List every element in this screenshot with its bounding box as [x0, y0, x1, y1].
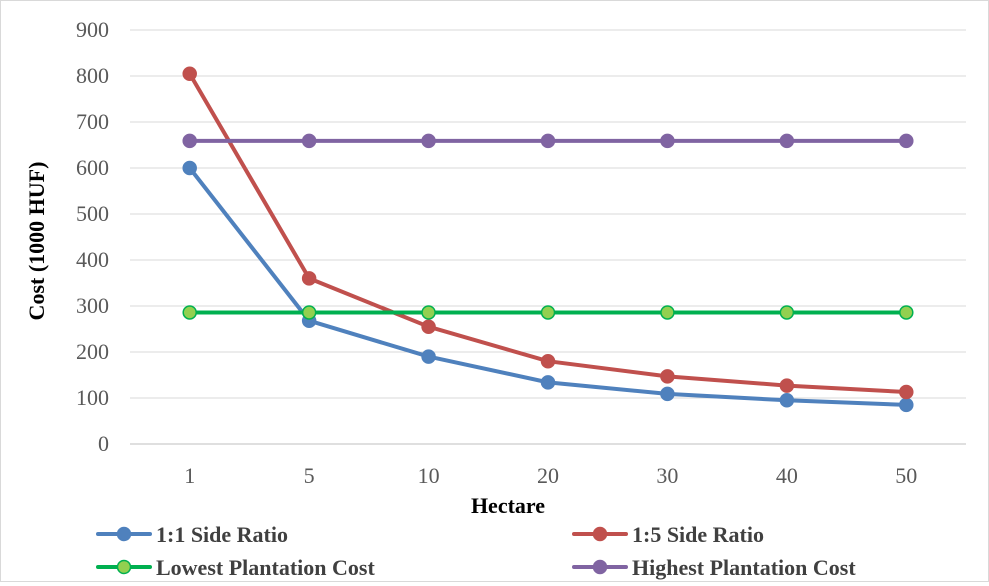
y-axis-ticks: 0 100 200 300 400 500 600 700 800 900 — [76, 17, 109, 456]
x-tick-label: 1 — [184, 463, 195, 488]
legend-item: 1:5 Side Ratio — [572, 522, 764, 547]
legend-marker — [116, 526, 132, 542]
data-point — [182, 66, 197, 81]
data-point — [421, 133, 436, 149]
legend-label: 1:5 Side Ratio — [632, 522, 764, 547]
legend-label: 1:1 Side Ratio — [156, 522, 288, 547]
y-tick-label: 800 — [76, 63, 109, 88]
data-point — [899, 384, 914, 400]
y-tick-label: 700 — [76, 109, 109, 134]
data-point — [421, 305, 436, 320]
y-tick-label: 200 — [76, 339, 109, 364]
series-line — [187, 71, 909, 395]
x-tick-label: 10 — [418, 463, 440, 488]
data-point — [182, 133, 197, 149]
data-point — [540, 353, 556, 369]
series-4 — [182, 133, 914, 149]
data-point — [421, 349, 436, 364]
y-tick-label: 400 — [76, 247, 109, 272]
data-point — [660, 386, 675, 402]
x-tick-label: 50 — [895, 463, 917, 488]
x-axis-ticks: 1 5 10 20 30 40 50 — [184, 463, 917, 488]
series-group — [182, 66, 914, 413]
data-point — [540, 133, 556, 149]
legend-item: Lowest Plantation Cost — [96, 555, 375, 580]
series-line — [187, 166, 909, 407]
legend: 1:1 Side Ratio 1:5 Side Ratio Lowest Plant… — [96, 522, 856, 580]
legend-marker — [592, 526, 608, 542]
data-point — [540, 375, 556, 390]
legend-item: 1:1 Side Ratio — [96, 522, 288, 547]
y-tick-label: 300 — [76, 293, 109, 318]
y-axis-title: Cost (1000 HUF) — [24, 162, 49, 321]
series-1 — [182, 160, 914, 413]
x-tick-label: 40 — [776, 463, 798, 488]
legend-marker — [592, 559, 608, 575]
data-point — [421, 319, 436, 334]
x-axis-title: Hectare — [471, 493, 545, 518]
y-tick-label: 100 — [76, 385, 109, 410]
data-point — [899, 305, 914, 320]
legend-label: Lowest Plantation Cost — [156, 555, 375, 580]
y-tick-label: 600 — [76, 155, 109, 180]
data-point — [182, 160, 197, 176]
data-point — [301, 271, 317, 286]
series-3 — [182, 305, 914, 320]
y-tick-label: 900 — [76, 17, 109, 42]
legend-label: Highest Plantation Cost — [632, 555, 856, 580]
legend-marker — [116, 559, 132, 575]
data-point — [660, 369, 675, 384]
series-2 — [182, 66, 914, 400]
x-tick-label: 30 — [656, 463, 678, 488]
data-point — [301, 133, 317, 149]
data-point — [899, 133, 914, 149]
data-point — [779, 378, 795, 393]
data-point — [779, 305, 795, 320]
x-tick-label: 20 — [537, 463, 559, 488]
data-point — [660, 305, 675, 320]
data-point — [301, 305, 317, 320]
x-tick-label: 5 — [304, 463, 315, 488]
y-tick-label: 500 — [76, 201, 109, 226]
legend-item: Highest Plantation Cost — [572, 555, 856, 580]
data-point — [182, 305, 197, 320]
data-point — [540, 305, 556, 320]
data-point — [779, 133, 795, 149]
data-point — [899, 397, 914, 413]
y-tick-label: 0 — [98, 431, 109, 456]
data-point — [660, 133, 675, 149]
data-point — [779, 393, 795, 408]
